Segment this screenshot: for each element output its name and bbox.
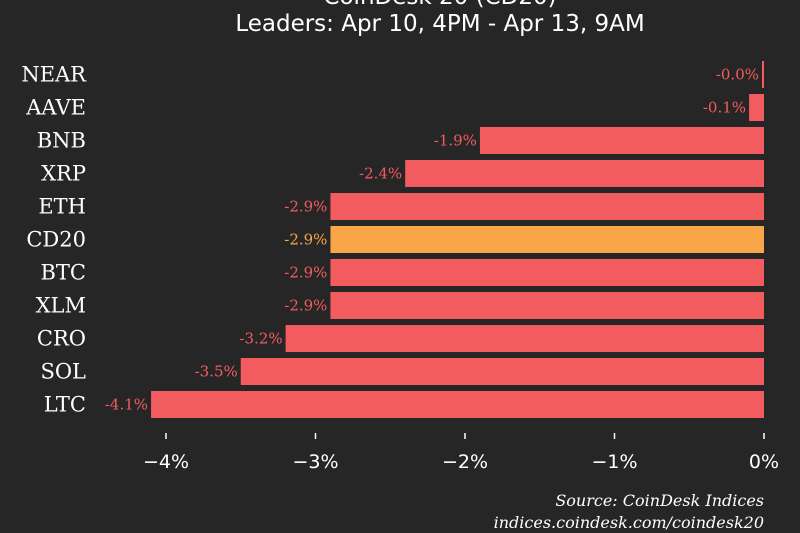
bar-group: [151, 61, 765, 418]
x-tick-label-4: 0%: [749, 451, 779, 473]
bar-cro: [285, 325, 764, 352]
source-label: Source: CoinDesk Indices: [555, 491, 764, 510]
value-label-xrp: -2.4%: [359, 165, 402, 183]
bar-aave: [749, 94, 764, 121]
x-axis: −4% −3% −2% −1% 0%: [143, 433, 779, 473]
category-labels: NEAR AAVE BNB XRP ETH CD20 BTC XLM CRO SOL LTC: [21, 63, 87, 417]
value-label-cd20: -2.9%: [284, 231, 327, 249]
value-label-sol: -3.5%: [195, 363, 238, 381]
bar-eth: [330, 193, 764, 220]
chart-title: CoinDesk 20 (CD20): [323, 0, 556, 10]
value-label-aave: -0.1%: [703, 99, 746, 117]
value-labels: -0.0% -0.1% -1.9% -2.4% -2.9% -2.9% -2.9% -2.9%…: [105, 66, 759, 414]
bar-ltc: [151, 391, 765, 418]
x-tick-label-3: −1%: [591, 451, 637, 473]
bar-near: [762, 61, 764, 88]
value-label-xlm: -2.9%: [284, 297, 327, 315]
x-tick-label-0: −4%: [143, 451, 189, 473]
value-label-ltc: -4.1%: [105, 396, 148, 414]
category-label-aave: AAVE: [25, 96, 86, 120]
x-tick-label-1: −3%: [292, 451, 338, 473]
value-label-near: -0.0%: [716, 66, 759, 84]
bar-bnb: [479, 127, 764, 154]
category-label-near: NEAR: [21, 63, 87, 87]
value-label-cro: -3.2%: [239, 330, 282, 348]
value-label-btc: -2.9%: [284, 264, 327, 282]
bar-xlm: [330, 292, 764, 319]
category-label-eth: ETH: [38, 195, 86, 219]
category-label-ltc: LTC: [44, 393, 86, 417]
chart-subtitle: Leaders: Apr 10, 4PM - Apr 13, 9AM: [235, 11, 644, 37]
category-label-cd20: CD20: [26, 228, 86, 252]
category-label-xrp: XRP: [41, 162, 86, 186]
x-tick-label-2: −2%: [442, 451, 488, 473]
bar-xrp: [405, 160, 764, 187]
category-label-sol: SOL: [40, 360, 86, 384]
source-url: indices.coindesk.com/coindesk20: [494, 513, 764, 532]
category-label-xlm: XLM: [36, 294, 86, 318]
category-label-bnb: BNB: [37, 129, 86, 153]
value-label-bnb: -1.9%: [434, 132, 477, 150]
value-label-eth: -2.9%: [284, 198, 327, 216]
category-label-btc: BTC: [40, 261, 86, 285]
bar-btc: [330, 259, 764, 286]
bar-sol: [240, 358, 764, 385]
category-label-cro: CRO: [37, 327, 86, 351]
bar-cd20: [330, 226, 764, 253]
